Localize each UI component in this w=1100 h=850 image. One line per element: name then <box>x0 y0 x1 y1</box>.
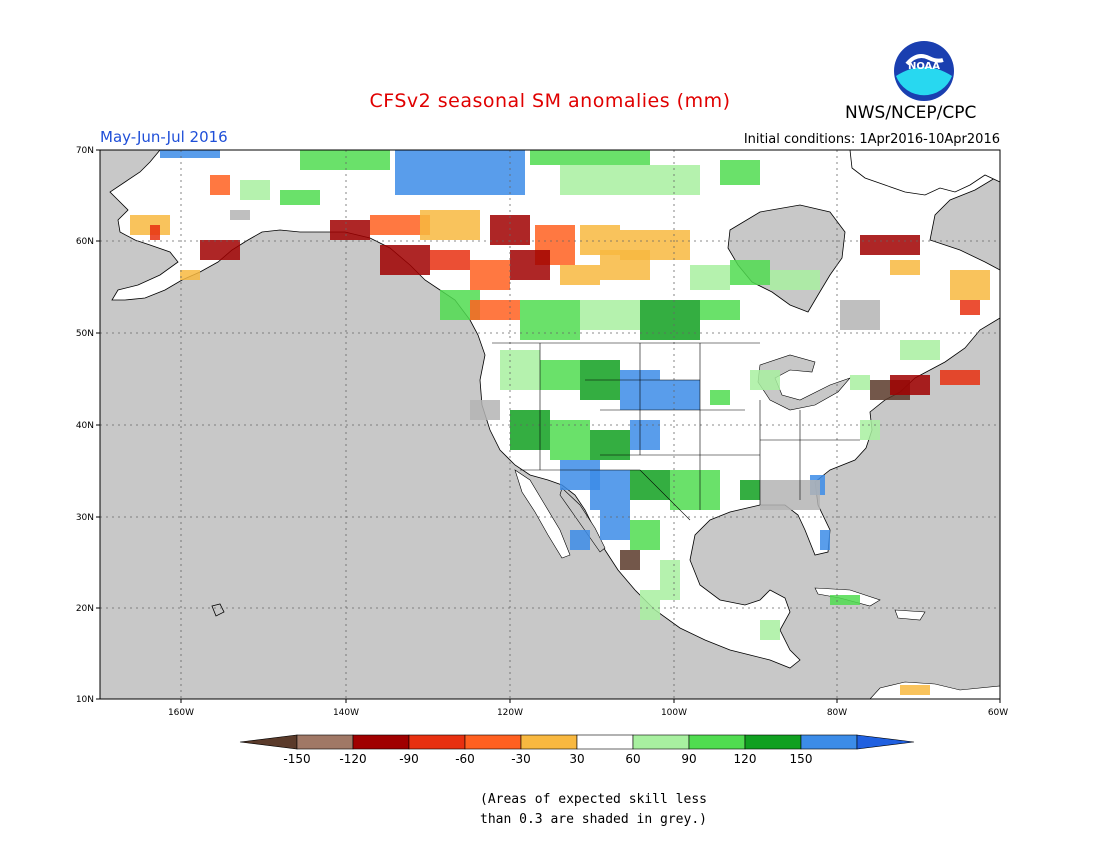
lat-label: 30N <box>76 513 94 523</box>
anomaly-cell <box>710 390 730 405</box>
anomaly-cell <box>670 470 720 510</box>
anomaly-cell <box>900 340 940 360</box>
anomaly-cell <box>150 225 160 240</box>
anomaly-cell <box>730 260 770 285</box>
anomaly-cell <box>700 300 740 320</box>
anomaly-cell <box>230 210 250 220</box>
season-label: May-Jun-Jul 2016 <box>100 128 228 146</box>
land-baja <box>514 469 571 559</box>
anomaly-cell <box>600 510 630 540</box>
lat-label: 20N <box>76 604 94 614</box>
lon-label: 80W <box>827 708 847 718</box>
skill-note-line: than 0.3 are shaded in grey.) <box>480 812 707 827</box>
anomaly-cell <box>640 590 660 620</box>
map-title: CFSv2 seasonal SM anomalies (mm) <box>369 90 731 112</box>
anomaly-cell <box>530 150 650 165</box>
anomaly-cell <box>950 270 990 300</box>
anomaly-cell <box>470 260 510 290</box>
lon-label: 60W <box>988 708 1008 718</box>
anomaly-cell <box>890 375 930 395</box>
lat-label: 50N <box>76 329 94 339</box>
agency-label: NWS/NCEP/CPC <box>845 103 977 123</box>
anomaly-cell <box>500 350 540 390</box>
anomaly-cell <box>470 400 500 420</box>
gridlines <box>100 150 1000 699</box>
anomaly-cell <box>160 150 220 158</box>
anomaly-cell <box>370 215 430 235</box>
water-gulf-of-california <box>559 487 606 553</box>
anomaly-cell <box>420 210 480 240</box>
anomaly-cell <box>395 150 525 195</box>
anomaly-cell <box>210 175 230 195</box>
anomaly-cell <box>240 180 270 200</box>
lat-label: 10N <box>76 695 94 705</box>
noaa-logo-text: NOAA <box>908 61 940 72</box>
skill-note: (Areas of expected skill less than 0.3 a… <box>480 790 707 830</box>
anomaly-cell <box>820 530 830 550</box>
lon-label: 100W <box>661 708 687 718</box>
lat-label: 40N <box>76 421 94 431</box>
anomaly-cell <box>900 685 930 695</box>
anomaly-cell <box>750 370 780 390</box>
lon-label: 120W <box>497 708 523 718</box>
anomaly-cell <box>860 420 880 440</box>
anomaly-cell <box>640 300 700 340</box>
land-hawaii <box>211 603 225 617</box>
anomaly-cell <box>770 270 820 290</box>
axis-ticks <box>96 149 1001 703</box>
borders <box>492 342 860 521</box>
anomaly-cell <box>200 240 240 260</box>
anomaly-cell <box>720 160 760 185</box>
anomaly-cell <box>660 560 680 600</box>
lat-label: 60N <box>76 237 94 247</box>
anomaly-cell <box>560 165 700 195</box>
anomaly-cells <box>130 150 990 695</box>
anomaly-cell <box>280 190 320 205</box>
lat-label: 70N <box>76 146 94 156</box>
anomaly-cell <box>760 620 780 640</box>
anomaly-cell <box>430 250 470 270</box>
anomaly-cell <box>470 300 520 320</box>
skill-note-line: (Areas of expected skill less <box>480 792 707 807</box>
anomaly-cell <box>830 595 860 605</box>
anomaly-cell <box>540 360 580 390</box>
anomaly-cell <box>660 380 700 410</box>
water-great-lakes <box>757 354 851 411</box>
anomaly-cell <box>960 300 980 315</box>
noaa-logo: NOAA <box>894 41 954 101</box>
anomaly-cell <box>550 420 590 460</box>
anomaly-cell <box>300 150 390 170</box>
anomaly-cell <box>590 430 630 460</box>
anomaly-cell <box>630 470 670 500</box>
anomaly-cell <box>180 270 200 280</box>
anomaly-cell <box>600 250 650 280</box>
anomaly-cell <box>850 375 870 390</box>
lon-label: 140W <box>333 708 359 718</box>
anomaly-cell <box>520 300 580 340</box>
anomaly-cell <box>330 220 370 240</box>
anomaly-cell <box>570 530 590 550</box>
anomaly-cell <box>840 300 880 330</box>
anomaly-cell <box>760 480 820 510</box>
anomaly-cell <box>860 235 920 255</box>
anomaly-cell <box>510 250 550 280</box>
anomaly-cell <box>620 550 640 570</box>
anomaly-cell <box>890 260 920 275</box>
anomaly-cell <box>560 265 600 285</box>
anomaly-cell <box>380 245 430 275</box>
anomaly-cell <box>690 265 730 290</box>
anomaly-cell <box>630 520 660 550</box>
initial-conditions-label: Initial conditions: 1Apr2016-10Apr2016 <box>743 132 1000 147</box>
land-hispaniola <box>894 609 926 621</box>
anomaly-cell <box>740 480 760 500</box>
anomaly-cell <box>590 470 630 510</box>
anomaly-cell <box>510 410 550 450</box>
anomaly-cell <box>940 370 980 385</box>
anomaly-cell <box>580 300 640 330</box>
anomaly-cell <box>630 420 660 450</box>
lon-label: 160W <box>168 708 194 718</box>
